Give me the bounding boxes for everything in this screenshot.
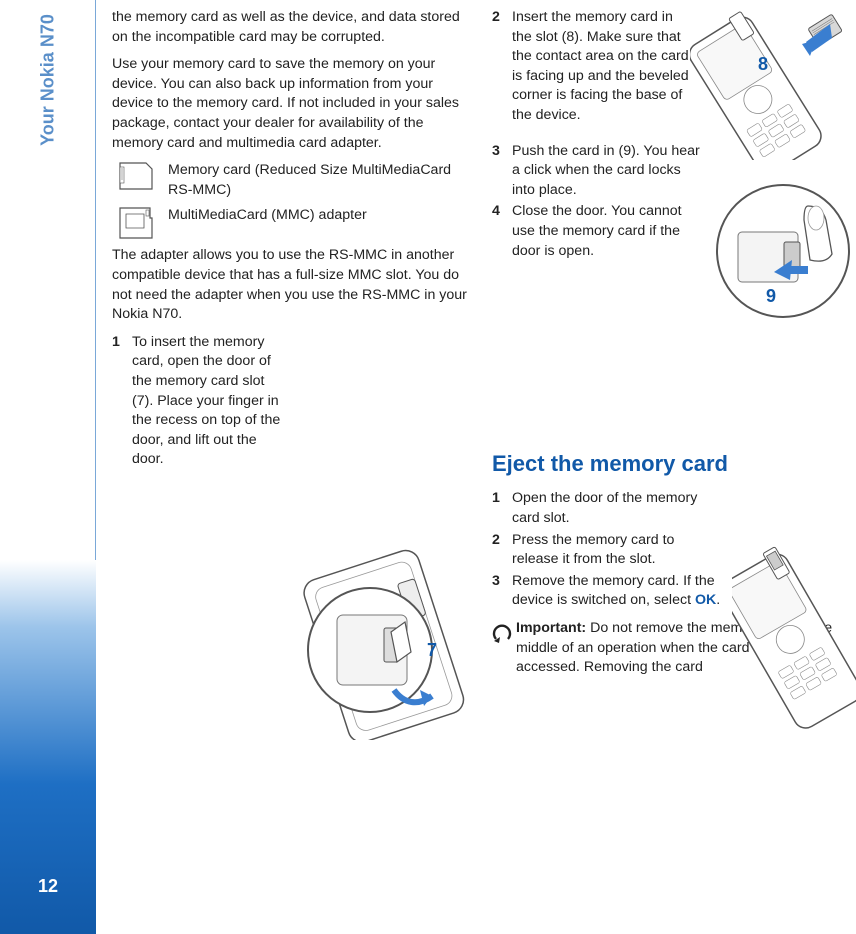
step-number: 2 [492, 8, 512, 126]
paragraph: the memory card as well as the device, a… [112, 8, 472, 47]
mmc-adapter-icon [112, 206, 160, 240]
step-number: 3 [492, 572, 512, 611]
list-item: 2 Insert the memory card in the slot (8)… [492, 8, 692, 126]
list-item: 4 Close the door. You cannot use the mem… [492, 202, 702, 261]
paragraph: The adapter allows you to use the RS-MMC… [112, 246, 472, 324]
figure-9-label: 9 [766, 286, 776, 306]
paragraph: Use your memory card to save the memory … [112, 55, 472, 153]
figure-8-label: 8 [758, 54, 768, 74]
adapter-row: MultiMediaCard (MMC) adapter [112, 206, 472, 240]
figure-7: 7 [292, 540, 482, 740]
list-item: 3 Remove the memory card. If the device … [492, 572, 742, 611]
list-item: 1 Open the door of the memory card slot. [492, 489, 722, 528]
step-text: Press the memory card to release it from… [512, 531, 722, 570]
important-icon [492, 619, 516, 678]
eject-heading: Eject the memory card [492, 449, 852, 479]
rsmmc-label: Memory card (Reduced Size MultiMediaCard… [168, 161, 472, 200]
figure-7-label: 7 [427, 640, 437, 660]
section-title: Your Nokia N70 [38, 14, 59, 146]
step-text: Remove the memory card. If the device is… [512, 572, 742, 611]
step-text: Insert the memory card in the slot (8). … [512, 8, 692, 126]
step-number: 3 [492, 142, 512, 201]
rsmmc-icon [112, 161, 160, 191]
figure-eject [732, 544, 856, 734]
left-column: the memory card as well as the device, a… [112, 8, 472, 472]
figure-9: 9 [708, 176, 856, 326]
step-number: 1 [112, 333, 132, 470]
important-label: Important: [516, 620, 586, 636]
step-text: Open the door of the memory card slot. [512, 489, 722, 528]
step-text-b: . [716, 592, 720, 608]
list-item: 2 Press the memory card to release it fr… [492, 531, 722, 570]
step-number: 1 [492, 489, 512, 528]
list-item: 1 To insert the memory card, open the do… [112, 333, 282, 470]
content-area: the memory card as well as the device, a… [112, 0, 852, 934]
adapter-label: MultiMediaCard (MMC) adapter [168, 206, 367, 226]
memory-card-row: Memory card (Reduced Size MultiMediaCard… [112, 161, 472, 200]
step-text: Push the card in (9). You hear a click w… [512, 142, 702, 201]
step-text: Close the door. You cannot use the memor… [512, 202, 702, 261]
step-text-a: Remove the memory card. If the device is… [512, 573, 715, 609]
list-item: 3 Push the card in (9). You hear a click… [492, 142, 702, 201]
page-number: 12 [0, 876, 96, 897]
ok-label: OK [695, 592, 716, 608]
figure-8: 8 [690, 0, 856, 160]
sidebar-top: Your Nokia N70 [0, 0, 96, 560]
step-number: 4 [492, 202, 512, 261]
step-text: To insert the memory card, open the door… [132, 333, 282, 470]
step-number: 2 [492, 531, 512, 570]
sidebar: Your Nokia N70 12 [0, 0, 96, 934]
